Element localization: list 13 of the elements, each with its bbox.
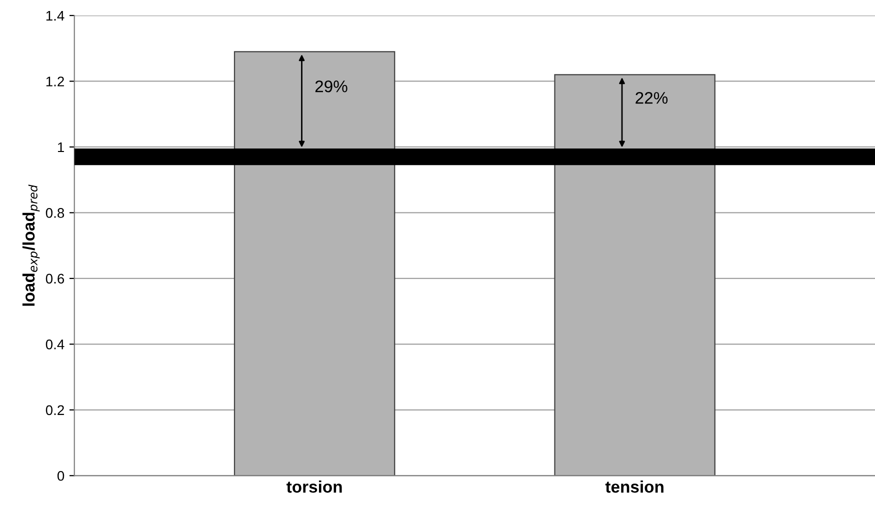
annotation: 22% — [636, 92, 668, 104]
y-tick-label: 1.2 — [46, 76, 64, 86]
y-axis-title: load$_{exp}$/load$_{pred}$ — [22, 184, 40, 306]
y-tick-label: 0.2 — [46, 405, 64, 416]
y-tick-label: 0.6 — [46, 274, 64, 284]
y-tick-label: 1.4 — [46, 10, 64, 21]
y-tick-label: 1 — [58, 142, 64, 152]
x-tick-label: tension — [605, 480, 664, 493]
y-tick-label: 0 — [57, 470, 64, 481]
y-tick-label: 0.4 — [46, 340, 64, 350]
annotation: 29% — [315, 80, 348, 92]
x-tick-label: torsion — [286, 480, 342, 493]
y-tick-label: 0.8 — [46, 208, 64, 218]
